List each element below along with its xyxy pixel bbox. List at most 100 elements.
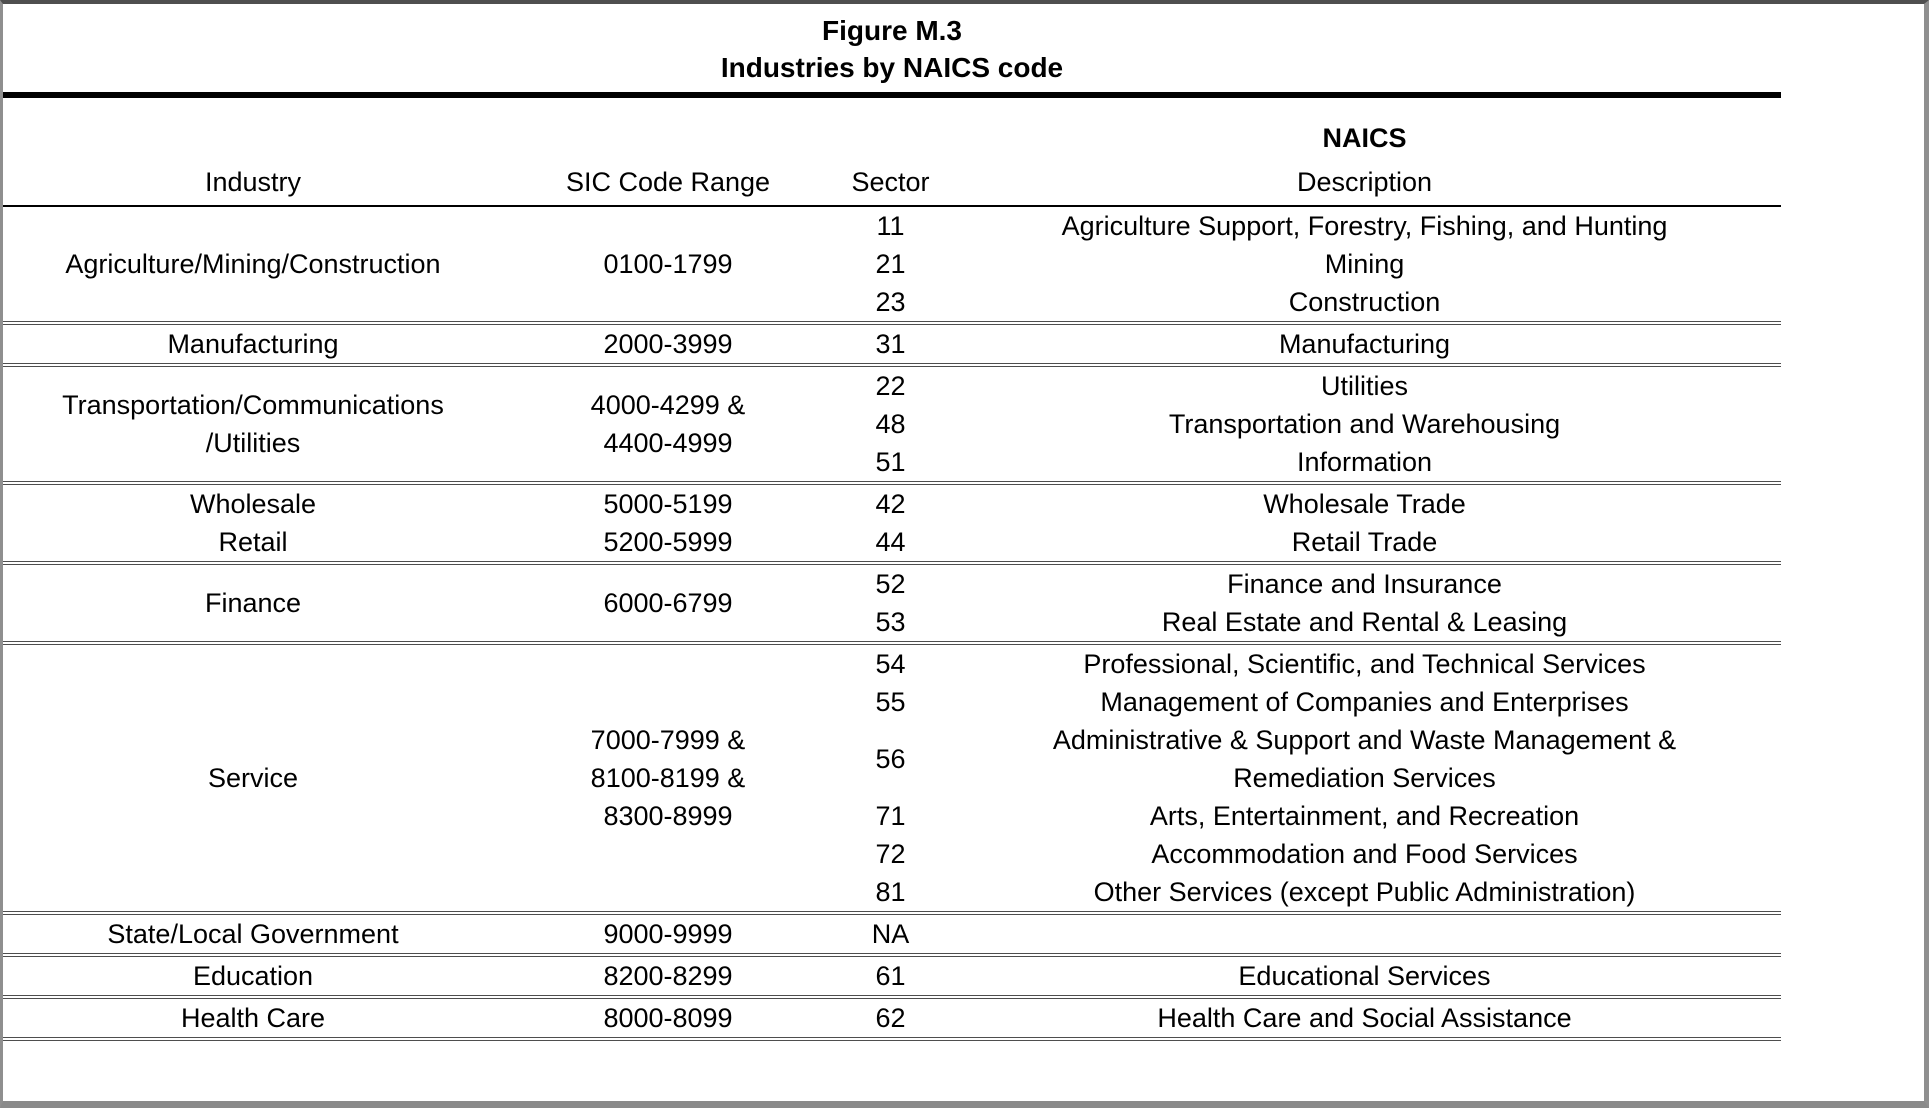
description-cell-text: Information — [1296, 447, 1433, 477]
description-cell: Wholesale Trade — [948, 481, 1781, 523]
table-row: Finance 6000-6799 52 Finance and Insurance — [3, 561, 1781, 643]
table-body: Agriculture/Mining/Construction 0100-1799… — [3, 206, 1781, 1041]
sic-code-cell-text: 4400-4999 — [603, 428, 733, 458]
sic-code-cell-text: 8300-8999 — [603, 801, 733, 831]
header-row: Industry SIC Code Range Sector NAICS Des… — [3, 120, 1781, 207]
naics-table: Industry SIC Code Range Sector NAICS Des… — [3, 120, 1781, 1041]
description-cell-text: Real Estate and Rental & Leasing — [1161, 607, 1568, 637]
sic-header-label: SIC Code Range — [565, 167, 771, 197]
sector-cell-text: 81 — [875, 877, 906, 907]
description-cell: Utilities — [948, 363, 1781, 405]
sector-cell: 44 — [833, 523, 948, 563]
description-cell-text: Transportation and Warehousing — [1168, 409, 1561, 439]
sector-cell: 54 — [833, 641, 948, 683]
sic-code-cell-text: 5200-5999 — [603, 527, 733, 557]
description-cell: Transportation and Warehousing — [948, 405, 1781, 443]
description-cell-text: Wholesale Trade — [1263, 489, 1466, 519]
table-row: Manufacturing 2000-3999 31 Manufacturing — [3, 321, 1781, 365]
description-cell-text — [952, 915, 1777, 953]
col-header-naics-description: NAICS Description — [948, 120, 1781, 207]
sector-cell-text: 62 — [875, 1003, 906, 1033]
sic-code-cell: 8000-8099 — [503, 995, 833, 1041]
sic-code-cell: 5200-5999 — [503, 523, 833, 563]
description-cell: Real Estate and Rental & Leasing — [948, 603, 1781, 643]
industry-cell-text: Retail — [218, 527, 288, 557]
description-cell: Professional, Scientific, and Technical … — [948, 641, 1781, 683]
sic-code-cell-text: 0100-1799 — [603, 249, 733, 279]
sic-code-cell: 0100-1799 — [503, 206, 833, 323]
figure-title: Figure M.3 Industries by NAICS code — [3, 4, 1781, 98]
table-row: 21 Mining — [3, 245, 1781, 283]
sector-cell-text: NA — [871, 919, 910, 949]
sic-code-cell: 7000-7999 & 8100-8199 & 8300-8999 — [503, 641, 833, 913]
sector-cell: 62 — [833, 995, 948, 1041]
description-cell-text: Agriculture Support, Forestry, Fishing, … — [1061, 211, 1668, 241]
table-row: 23 Construction — [3, 283, 1781, 323]
figure-title-line2: Industries by NAICS code — [720, 52, 1064, 83]
sic-code-cell: 9000-9999 — [503, 911, 833, 955]
sector-cell: 72 — [833, 835, 948, 873]
table-row: Agriculture/Mining/Construction 0100-1799… — [3, 206, 1781, 279]
description-cell: Management of Companies and Enterprises — [948, 683, 1781, 721]
sic-code-cell: 6000-6799 — [503, 561, 833, 643]
industry-cell: Wholesale — [3, 481, 503, 523]
industry-cell-text: Health Care — [180, 1003, 326, 1033]
industry-cell: Education — [3, 953, 503, 997]
description-cell-text: Utilities — [1320, 371, 1408, 401]
sector-cell: 42 — [833, 481, 948, 523]
industry-cell: Manufacturing — [3, 321, 503, 365]
sector-cell-text: 56 — [875, 744, 906, 774]
table-row: Retail 5200-5999 44 Retail Trade — [3, 523, 1781, 563]
description-cell: Administrative & Support and Waste Manag… — [948, 721, 1781, 797]
description-cell-text: Arts, Entertainment, and Recreation — [1149, 801, 1580, 831]
description-cell: Mining — [948, 245, 1781, 283]
sector-cell-text: 44 — [875, 527, 906, 557]
sic-code-cell-text: 7000-7999 & — [590, 725, 746, 755]
industry-cell-text: /Utilities — [205, 428, 301, 458]
sic-code-cell: 8200-8299 — [503, 953, 833, 997]
sic-code-cell-text: 8100-8199 & — [590, 763, 746, 793]
sector-cell-text: 42 — [875, 489, 906, 519]
industry-cell-text: Education — [192, 961, 314, 991]
industry-cell-text: Finance — [204, 588, 302, 618]
sector-cell: 55 — [833, 683, 948, 721]
sector-cell-text: 52 — [875, 569, 906, 599]
description-cell: Construction — [948, 283, 1781, 323]
col-header-sector: Sector — [833, 120, 948, 207]
description-cell: Other Services (except Public Administra… — [948, 873, 1781, 913]
sector-cell: NA — [833, 911, 948, 955]
industry-header-label: Industry — [204, 167, 302, 197]
sector-cell: 22 — [833, 363, 948, 405]
sector-cell-text: 54 — [875, 649, 906, 679]
sector-cell: 56 — [833, 721, 948, 797]
table-row: 48 Transportation and Warehousing — [3, 405, 1781, 443]
figure-title-line1: Figure M.3 — [821, 15, 962, 46]
col-header-sic-code-range: SIC Code Range — [503, 120, 833, 207]
naics-header-label: NAICS — [1322, 123, 1407, 153]
sector-cell-text: 72 — [875, 839, 906, 869]
table-row: Wholesale 5000-5199 42 Wholesale Trade — [3, 481, 1781, 523]
sector-cell-text: 51 — [875, 447, 906, 477]
sector-cell: 51 — [833, 443, 948, 483]
description-cell-text: Accommodation and Food Services — [1151, 839, 1578, 869]
description-cell: Health Care and Social Assistance — [948, 995, 1781, 1041]
industry-cell: State/Local Government — [3, 911, 503, 955]
sector-cell-text: 23 — [875, 287, 906, 317]
sic-code-cell: 2000-3999 — [503, 321, 833, 365]
description-cell: Agriculture Support, Forestry, Fishing, … — [948, 206, 1781, 245]
sector-cell-text: 21 — [875, 249, 906, 279]
sic-code-cell-text: 6000-6799 — [603, 588, 733, 618]
industry-cell: Agriculture/Mining/Construction — [3, 206, 503, 323]
sector-cell: 61 — [833, 953, 948, 997]
sic-code-cell-text: 9000-9999 — [603, 919, 733, 949]
sector-cell: 52 — [833, 561, 948, 603]
description-cell-text: Management of Companies and Enterprises — [1100, 687, 1629, 717]
description-cell: Arts, Entertainment, and Recreation — [948, 797, 1781, 835]
table-row: Service 7000-7999 & 8100-8199 & 8300-8999 54… — [3, 641, 1781, 913]
table-row: State/Local Government 9000-9999 NA — [3, 911, 1781, 955]
industry-cell: Health Care — [3, 995, 503, 1041]
sic-code-cell-text: 8200-8299 — [603, 961, 733, 991]
industry-cell: Finance — [3, 561, 503, 643]
industry-cell-text: Transportation/Communications — [62, 390, 444, 420]
